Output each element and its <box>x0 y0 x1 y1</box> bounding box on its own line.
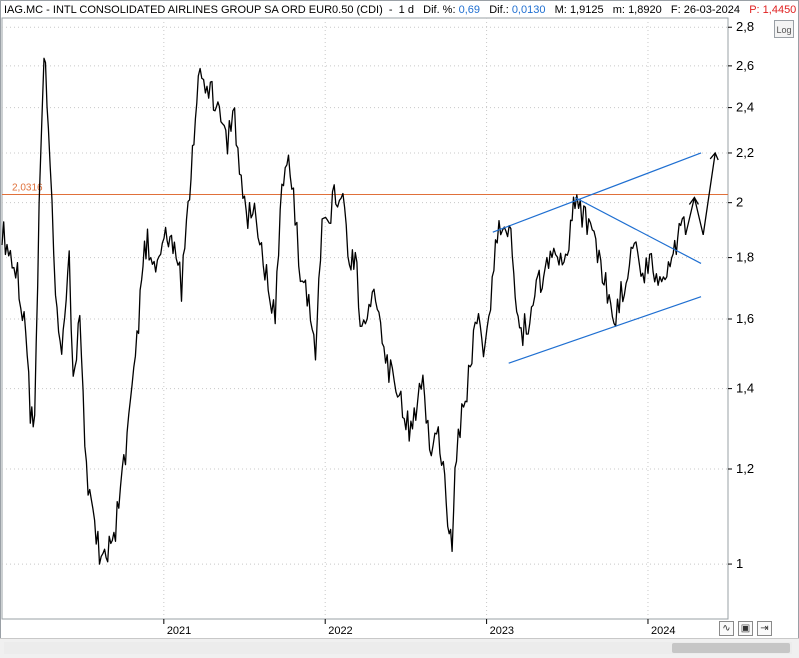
y-tick-label: 2,4 <box>736 100 754 115</box>
ticker-title: IAG.MC - INTL CONSOLIDATED AIRLINES GROU… <box>4 4 383 16</box>
max-value: 1,9125 <box>569 4 604 16</box>
diff-pct-label: Dif. %: <box>423 4 456 16</box>
log-scale-button[interactable]: Log <box>774 20 794 38</box>
price-line <box>1 57 687 565</box>
y-tick-label: 2,2 <box>736 145 754 160</box>
y-tick-label: 2,6 <box>736 58 754 73</box>
axis-group: 2,8 2,6 2,4 2,2 2 1,8 1,6 1,4 1,2 1 2021 2022 2023 20… <box>163 19 754 637</box>
date-value: 26-03-2024 <box>683 4 741 16</box>
price-value: 1,4450 <box>762 4 797 16</box>
trendline-group <box>492 152 702 364</box>
projection-peak-arrow <box>688 196 699 205</box>
chart-header: IAG.MC - INTL CONSOLIDATED AIRLINES GROU… <box>4 4 797 16</box>
x-tick-label: 2024 <box>651 625 675 637</box>
resistance-line-group: 2,0316 <box>2 182 728 195</box>
diff-pct-value: 0,69 <box>458 4 481 16</box>
diff-value: 0,0130 <box>511 4 546 16</box>
y-tick-label: 1,2 <box>736 461 754 476</box>
horizontal-scrollbar[interactable] <box>4 642 792 654</box>
resistance-label: 2,0316 <box>12 182 43 193</box>
price-label: P: <box>749 4 760 16</box>
y-tick-label: 1,8 <box>736 250 754 265</box>
min-label: m: <box>612 4 625 16</box>
pin-icon[interactable]: ⇥ <box>757 621 772 636</box>
y-tick-label: 1 <box>736 556 743 571</box>
min-value: 1,8920 <box>628 4 662 16</box>
chart-type-icon[interactable]: ∿ <box>719 621 734 636</box>
y-tick-label: 1,4 <box>736 381 754 396</box>
max-label: M: <box>554 4 567 16</box>
x-tick-label: 2023 <box>490 625 514 637</box>
plot-area <box>1 17 729 620</box>
projection-arrowhead <box>709 151 719 161</box>
x-tick-label: 2022 <box>328 625 352 637</box>
date-label: F: <box>670 4 681 16</box>
price-series-group <box>1 57 719 565</box>
y-tick-label: 2,8 <box>736 19 754 34</box>
trendline <box>492 152 702 233</box>
trendline <box>574 196 702 264</box>
projection-line <box>684 152 716 236</box>
y-tick-label: 1,6 <box>736 311 754 326</box>
grid <box>1 17 729 620</box>
y-tick-label: 2 <box>736 195 743 210</box>
interval-label: 1 d <box>398 4 414 16</box>
x-tick-label: 2021 <box>167 625 191 637</box>
diff-label: Dif.: <box>489 4 509 16</box>
zoom-fit-icon[interactable]: ▣ <box>738 621 753 636</box>
trendline <box>508 296 702 364</box>
scrollbar-thumb[interactable] <box>672 643 790 653</box>
